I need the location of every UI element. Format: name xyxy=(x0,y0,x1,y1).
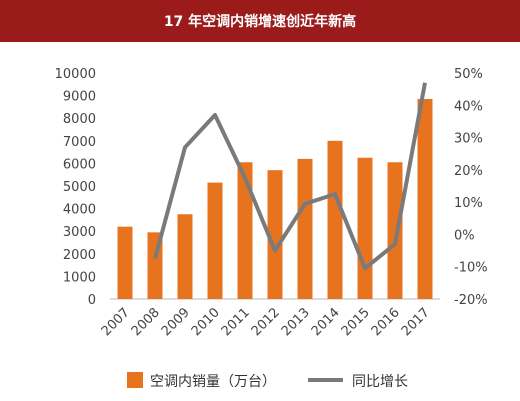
x-tick-label: 2011 xyxy=(219,305,253,339)
bar-series xyxy=(117,98,433,300)
y-left-tick-label: 10000 xyxy=(55,67,96,82)
y-left-tick-label: 7000 xyxy=(63,135,96,150)
y-right-tick-label: 20% xyxy=(454,164,483,179)
bar-2012 xyxy=(267,170,283,299)
bar-2007 xyxy=(117,226,133,299)
x-tick-label: 2007 xyxy=(99,305,133,339)
x-tick-label: 2014 xyxy=(309,305,343,339)
y-right-tick-label: 0% xyxy=(454,228,475,243)
y-left-axis: 0 1000 2000 3000 4000 5000 6000 7000 8000 9000 100… xyxy=(55,67,96,308)
bar-2017 xyxy=(417,98,433,300)
legend-bar-label: 空调内销量（万台） xyxy=(150,374,276,390)
x-axis: 2007200820092010201120122013201420152016… xyxy=(99,305,433,339)
growth-line xyxy=(153,82,427,271)
y-left-tick-label: 8000 xyxy=(63,112,96,127)
legend: 空调内销量（万台） 同比增长 xyxy=(127,372,408,390)
y-left-tick-label: 3000 xyxy=(63,225,96,240)
y-right-tick-label: 10% xyxy=(454,196,483,211)
bar-2016 xyxy=(387,162,403,299)
legend-line-label: 同比增长 xyxy=(352,374,408,390)
y-right-tick-label: 50% xyxy=(454,67,483,82)
bar-2009 xyxy=(177,214,193,299)
y-left-tick-label: 4000 xyxy=(63,203,96,218)
y-left-tick-label: 5000 xyxy=(63,180,96,195)
y-left-tick-label: 6000 xyxy=(63,157,96,172)
y-left-tick-label: 0 xyxy=(88,293,96,308)
y-right-axis: -20% -10% 0% 10% 20% 30% 40% 50% xyxy=(454,67,488,308)
bar-2015 xyxy=(357,157,373,299)
x-tick-label: 2013 xyxy=(279,305,313,339)
chart-title: 17 年空调内销增速创近年新高 xyxy=(163,14,357,30)
y-left-tick-label: 9000 xyxy=(63,90,96,105)
x-tick-label: 2012 xyxy=(249,305,283,339)
y-right-tick-label: 30% xyxy=(454,132,483,147)
x-tick-label: 2017 xyxy=(399,305,433,339)
bar-2013 xyxy=(297,158,313,299)
y-right-tick-label: 40% xyxy=(454,99,483,114)
x-tick-label: 2010 xyxy=(189,305,223,339)
bar-2010 xyxy=(207,182,223,299)
y-left-tick-label: 1000 xyxy=(63,270,96,285)
bar-2011 xyxy=(237,162,253,299)
x-tick-label: 2016 xyxy=(369,305,403,339)
x-tick-label: 2015 xyxy=(339,305,373,339)
y-right-tick-label: -20% xyxy=(454,293,488,308)
bar-2014 xyxy=(327,140,343,299)
x-tick-label: 2008 xyxy=(129,305,163,339)
y-left-tick-label: 2000 xyxy=(63,248,96,263)
chart-title-bar: 17 年空调内销增速创近年新高 xyxy=(0,0,520,42)
x-tick-label: 2009 xyxy=(159,305,193,339)
legend-bar-swatch xyxy=(127,372,143,388)
y-right-tick-label: -10% xyxy=(454,261,488,276)
